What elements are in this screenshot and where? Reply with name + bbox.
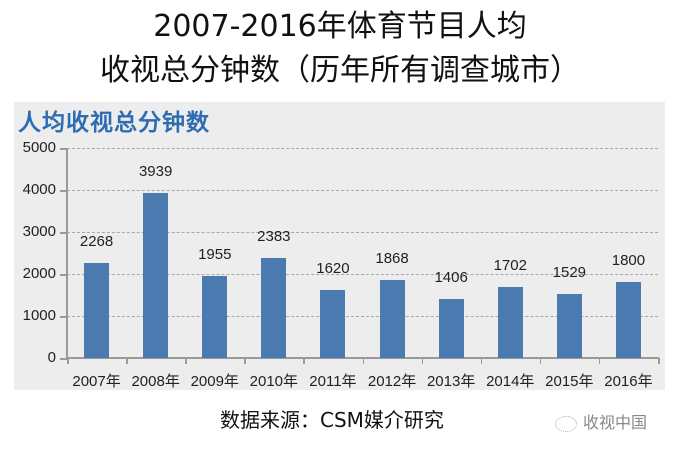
bar-value-label: 2383 [257, 227, 291, 245]
x-tick [185, 358, 187, 364]
bar-value-label: 1620 [316, 259, 350, 277]
bar-value-label: 1406 [434, 268, 468, 286]
y-tick [60, 190, 68, 192]
x-tick-label: 2007年 [72, 373, 121, 390]
bar-value-label: 2268 [79, 232, 114, 250]
watermark-text: 收视中国 [583, 413, 648, 432]
x-tick [658, 358, 660, 364]
data-source: 数据来源：CSM媒介研究 [220, 408, 444, 432]
bar-value-label: 3939 [138, 162, 173, 180]
gridline-5000 [67, 148, 658, 149]
bar-value-label: 1800 [611, 252, 646, 270]
gridline-2000 [67, 274, 658, 275]
gridline-3000 [67, 232, 658, 233]
bar-value-label: 1868 [375, 249, 409, 267]
x-tick [362, 358, 364, 364]
x-tick [303, 358, 305, 364]
x-tick-label: 2008年 [131, 373, 180, 390]
x-tick [67, 358, 69, 364]
x-tick [421, 358, 424, 364]
x-tick [126, 358, 128, 364]
gridline-4000 [67, 190, 658, 191]
gridline-1000 [67, 316, 658, 317]
watermark: 收视中国 [555, 409, 647, 433]
bar-value-label: 1955 [198, 245, 232, 263]
bar [143, 192, 169, 358]
chart-title: 人均收视总分钟数 [18, 110, 210, 136]
plot-area [67, 148, 658, 358]
y-tick-label: 3000 [22, 223, 56, 240]
bar [556, 293, 582, 358]
main-title-line1: 2007-2016年体育节目人均 [153, 9, 527, 44]
bar [438, 298, 464, 358]
x-tick-label: 2014年 [486, 373, 535, 390]
bar [497, 286, 523, 358]
main-title-line2: 收视总分钟数（历年所有调查城市） [100, 53, 580, 88]
y-tick [60, 148, 68, 150]
bar [615, 282, 641, 358]
x-tick [539, 358, 542, 364]
y-tick-label: 0 [47, 349, 56, 366]
y-tick-label: 5000 [22, 139, 56, 156]
bar [320, 289, 346, 358]
y-tick [60, 274, 68, 276]
bar-value-label: 1529 [552, 263, 587, 281]
y-tick [60, 232, 68, 234]
wechat-icon [555, 415, 577, 432]
x-tick-label: 2012年 [367, 373, 417, 390]
x-tick-label: 2011年 [309, 373, 357, 390]
bar [261, 257, 287, 358]
x-tick [598, 358, 601, 364]
bar [202, 275, 228, 358]
x-tick-label: 2010年 [249, 373, 299, 390]
y-tick-label: 1000 [22, 307, 56, 324]
x-tick-label: 2009年 [190, 373, 239, 390]
bar-value-label: 1702 [493, 256, 527, 274]
bar [84, 262, 110, 358]
x-tick [244, 358, 246, 364]
y-tick [60, 358, 68, 360]
x-tick [480, 358, 483, 364]
x-tick-label: 2013年 [426, 373, 476, 390]
y-tick-label: 2000 [22, 265, 56, 282]
bar [379, 279, 405, 358]
x-tick-label: 2016年 [604, 373, 653, 390]
y-axis [66, 148, 68, 360]
x-tick-label: 2015年 [545, 373, 594, 390]
y-tick-label: 4000 [22, 181, 56, 198]
y-tick [60, 316, 68, 318]
